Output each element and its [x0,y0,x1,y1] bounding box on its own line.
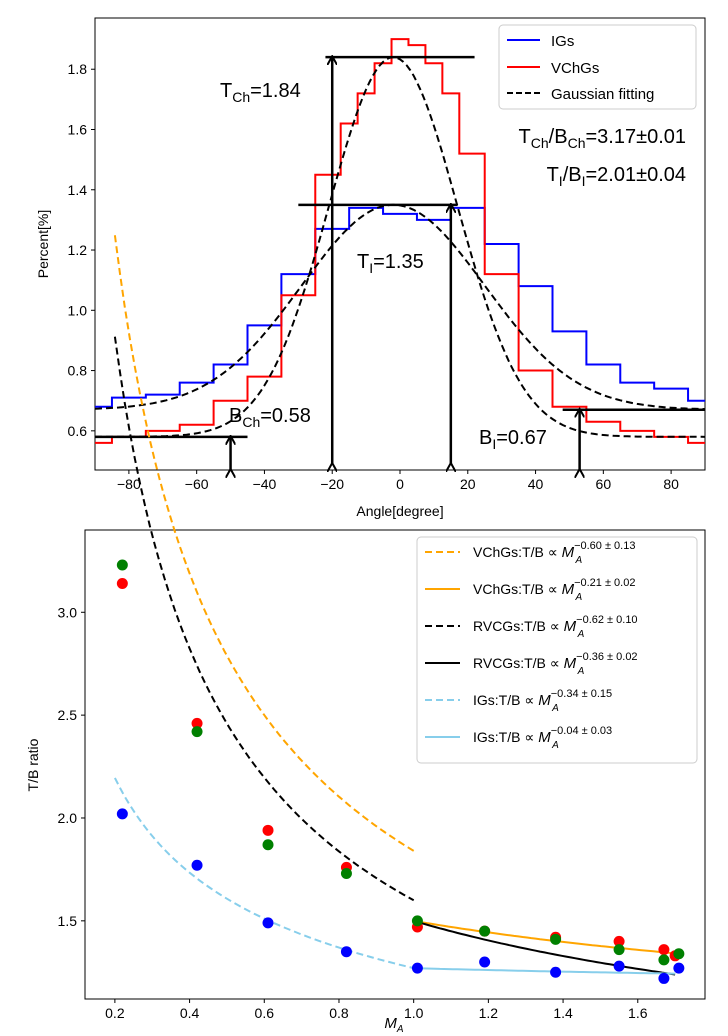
point-igs [658,972,670,984]
bottom-x-tick-label: 1.6 [628,1005,648,1021]
top-y-tick-label: 1.0 [68,302,88,318]
fit-curve-2 [113,336,415,902]
point-rvcgs [550,933,562,945]
point-rvcgs [340,868,352,880]
bottom-points [116,559,685,984]
point-igs [191,859,203,871]
b-i-label: BI=0.67 [479,427,547,452]
point-vchgs [658,944,670,956]
top-legend-box [498,24,697,110]
bottom-y-tick-label: 2.0 [58,810,78,826]
histogram-vchgs [95,38,705,444]
bottom-y-axis-label: T/B ratio [25,738,41,791]
t-i-label: TI=1.35 [357,251,424,276]
fit-curve-4 [114,777,414,970]
tb-ratio-panel: 0.2 0.4 0.6 0.8 1.0 1.2 1.4 1.6 1.5 2.0 2.5 3.0 T/B… [25,235,706,1035]
point-rvcgs [658,954,670,966]
bottom-axis-ticks: 0.2 0.4 0.6 0.8 1.0 1.2 1.4 1.6 1.5 2.0 2.5 3.0 [58,604,648,1021]
legend-label-4: IGs:T/B ∝ M−0.34 ± 0.15 A [473,688,612,714]
top-y-tick-label: 1.2 [68,242,88,258]
point-vchgs [262,824,274,836]
top-x-tick-label: 40 [528,476,544,492]
legend-label-igs: IGs [551,33,574,50]
point-igs [340,946,352,958]
point-vchgs [613,935,625,947]
point-rvcgs [411,915,423,927]
point-igs [262,917,274,929]
legend-label-0: VChGs:T/B ∝ M−0.60 ± 0.13 A [473,540,635,566]
point-vchgs [116,577,128,589]
b-ch-label: BCh=0.58 [229,405,311,430]
t-ch-label: TCh=1.84 [220,80,301,105]
top-y-tick-label: 1.6 [68,121,88,137]
ratio-i-text: TI/BI=2.01±0.04 [547,164,686,189]
fit-curve-3 [413,919,676,976]
ratio-ch-text: TCh/BCh=3.17±0.01 [519,126,686,151]
top-x-tick-label: 0 [396,476,404,492]
point-rvcgs [673,948,685,960]
bottom-x-axis-label: MA [384,1015,404,1035]
top-x-tick-label: −40 [253,476,277,492]
point-rvcgs [479,925,491,937]
top-y-axis-label: Percent[%] [35,210,51,278]
top-x-tick-label: 60 [596,476,612,492]
top-legend: IGs VChGs Gaussian fitting [498,24,697,110]
fit-curve-5 [413,967,676,975]
point-rvcgs [116,559,128,571]
legend-label-vchgs: VChGs [551,60,599,77]
bottom-x-tick-label: 0.8 [329,1005,349,1021]
top-y-tick-label: 1.4 [68,182,88,198]
bottom-x-tick-label: 1.2 [479,1005,499,1021]
point-igs [673,962,685,974]
point-igs [479,956,491,968]
legend-label-1: VChGs:T/B ∝ M−0.21 ± 0.02 A [473,577,635,603]
bottom-x-tick-label: 0.2 [105,1005,125,1021]
top-x-tick-label: 80 [663,476,679,492]
legend-label-gaussian: Gaussian fitting [551,86,654,103]
top-y-tick-label: 0.6 [68,423,88,439]
top-x-tick-label: −60 [185,476,209,492]
bottom-x-tick-label: 1.0 [404,1005,424,1021]
histogram-igs [95,206,705,408]
bottom-x-tick-label: 0.6 [255,1005,275,1021]
top-y-tick-label: 0.8 [68,363,88,379]
legend-label-5: IGs:T/B ∝ M−0.04 ± 0.03 A [473,725,612,751]
top-x-tick-label: −80 [117,476,141,492]
bottom-y-tick-label: 2.5 [58,707,78,723]
legend-label-2: RVCGs:T/B ∝ M−0.62 ± 0.10 A [473,614,638,640]
top-annotations [95,57,705,470]
top-x-tick-label: 20 [460,476,476,492]
bottom-x-tick-label: 0.4 [180,1005,200,1021]
bottom-legend: VChGs:T/B ∝ M−0.60 ± 0.13 A VChGs:T/B ∝ M−… [416,536,698,764]
point-vchgs [191,717,203,729]
fit-curve-1 [413,919,676,955]
bottom-y-tick-label: 3.0 [58,604,78,620]
bottom-curves [113,235,676,976]
point-igs [550,966,562,978]
point-rvcgs [262,839,274,851]
point-igs [411,962,423,974]
bottom-y-tick-label: 1.5 [58,913,78,929]
top-axis-ticks: −80 −60 −40 −20 0 20 40 60 80 0.6 0.8 1.0 1.2 1.4 1.6 1… [68,61,680,492]
top-x-tick-label: −20 [320,476,344,492]
legend-label-3: RVCGs:T/B ∝ M−0.36 ± 0.02 A [473,651,638,677]
fit-curve-0 [113,235,415,852]
point-rvcgs [191,726,203,738]
top-y-tick-label: 1.8 [68,61,88,77]
bottom-x-tick-label: 1.4 [553,1005,573,1021]
point-igs [116,808,128,820]
point-igs [613,960,625,972]
point-rvcgs [613,944,625,956]
bottom-legend-box [416,536,698,764]
top-x-axis-label: Angle[degree] [356,503,443,519]
angle-distribution-panel: −80 −60 −40 −20 0 20 40 60 80 0.6 0.8 1.0 1.2 1.4 1.6 1… [35,17,706,519]
gaussian-fit-curve-0 [95,56,706,438]
